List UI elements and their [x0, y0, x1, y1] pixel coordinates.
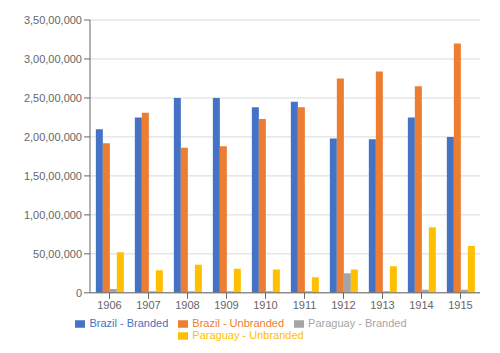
- svg-text:1,50,00,000: 1,50,00,000: [24, 170, 82, 182]
- svg-text:1915: 1915: [448, 299, 472, 311]
- svg-text:1912: 1912: [331, 299, 355, 311]
- svg-text:50,00,000: 50,00,000: [33, 248, 82, 260]
- html-text:Brazil - Branded: Brazil - Branded: [89, 316, 169, 329]
- html-text:Paraguay - Unbranded: Paraguay - Unbranded: [192, 328, 304, 341]
- svg-text:1907: 1907: [136, 299, 160, 311]
- svg-text:1914: 1914: [409, 299, 433, 311]
- svg-text:1911: 1911: [293, 299, 317, 311]
- svg-text:1913: 1913: [370, 299, 394, 311]
- svg-text:1906: 1906: [97, 299, 121, 311]
- svg-text:2,50,00,000: 2,50,00,000: [24, 92, 82, 104]
- svg-text:3,50,00,000: 3,50,00,000: [24, 14, 82, 26]
- svg-text:2,00,00,000: 2,00,00,000: [24, 131, 82, 143]
- svg-text:3,00,00,000: 3,00,00,000: [24, 53, 82, 65]
- svg-text:1909: 1909: [214, 299, 238, 311]
- svg-text:0: 0: [76, 287, 82, 299]
- html-text:Brazil - Unbranded: Brazil - Unbranded: [192, 316, 285, 329]
- svg-text:1,00,00,000: 1,00,00,000: [24, 209, 82, 221]
- svg-text:1908: 1908: [175, 299, 199, 311]
- html-text:Paraguay - Branded: Paraguay - Branded: [308, 316, 407, 329]
- svg-text:1910: 1910: [253, 299, 277, 311]
